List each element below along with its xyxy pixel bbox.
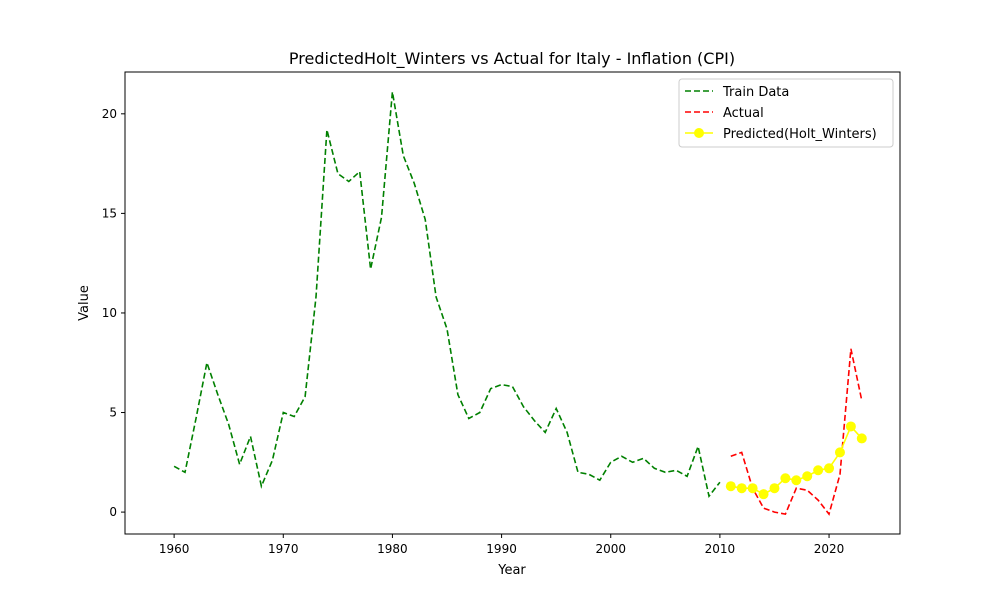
series-marker-2 (725, 481, 736, 492)
x-tick-label: 2020 (814, 542, 845, 556)
series-marker-2 (813, 465, 824, 476)
legend-box (678, 78, 894, 148)
series-marker-2 (845, 421, 856, 432)
series-marker-2 (802, 471, 813, 482)
x-tick-label: 2010 (705, 542, 736, 556)
legend: Train Data Actual Predicted(Holt_Winters) (678, 78, 894, 148)
legend-label: Actual (723, 106, 764, 121)
x-tick-label: 2000 (595, 542, 626, 556)
x-axis: 1960 1970 1980 1990 2000 2010 2020 (159, 534, 844, 556)
series-marker-2 (758, 489, 769, 500)
series-marker-2 (856, 433, 867, 444)
y-tick-label: 0 (109, 505, 117, 519)
series-marker-2 (769, 483, 780, 494)
legend-marker (694, 128, 704, 138)
y-axis-label: Value (77, 285, 92, 321)
series-marker-2 (791, 475, 802, 486)
series-line-0 (173, 91, 721, 499)
y-axis: 0 5 10 15 20 (102, 107, 125, 519)
series-marker-2 (736, 483, 747, 494)
y-tick-label: 20 (102, 107, 117, 121)
legend-label: Train Data (722, 85, 789, 100)
x-axis-label: Year (497, 563, 526, 578)
x-tick-label: 1970 (268, 542, 299, 556)
series-marker-2 (824, 463, 835, 474)
x-tick-label: 1960 (159, 542, 190, 556)
series-marker-2 (834, 447, 845, 458)
chart-title: PredictedHolt_Winters vs Actual for Ital… (289, 49, 735, 69)
plot-area (124, 71, 901, 535)
plot-frame (124, 71, 901, 535)
legend-label: Predicted(Holt_Winters) (723, 127, 877, 142)
y-tick-label: 10 (102, 306, 117, 320)
y-tick-label: 15 (102, 206, 117, 220)
x-tick-label: 1990 (486, 542, 517, 556)
series-marker-2 (780, 473, 791, 484)
y-tick-label: 5 (109, 406, 117, 420)
x-tick-label: 1980 (377, 542, 408, 556)
series-marker-2 (747, 483, 758, 494)
